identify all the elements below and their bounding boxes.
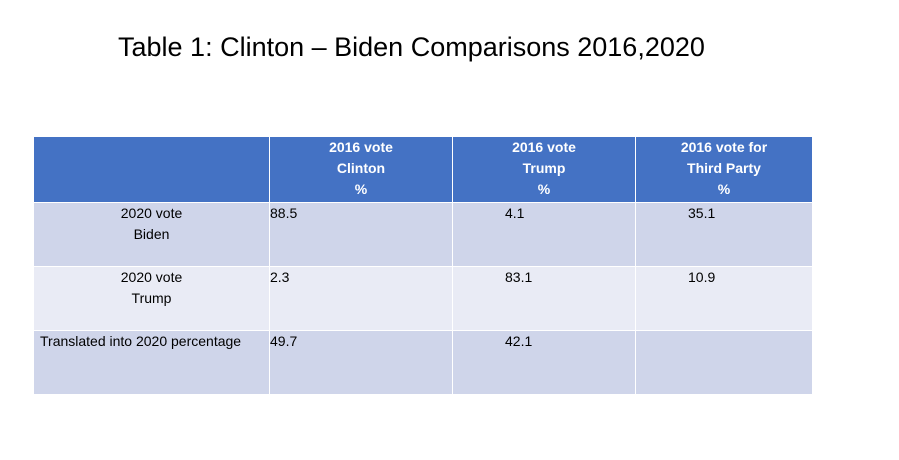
header-cell-trump: 2016 vote Trump % [452, 136, 636, 203]
table-cell: 42.1 [452, 330, 636, 395]
table-cell: 83.1 [452, 266, 636, 331]
table-cell: 4.1 [452, 202, 636, 267]
header-cell-third-party: 2016 vote for Third Party % [635, 136, 813, 203]
table-row: Translated into 2020 percentage 49.7 42.… [33, 330, 813, 395]
table-cell [635, 330, 813, 395]
table-cell: 2.3 [269, 266, 453, 331]
header-cell-clinton: 2016 vote Clinton % [269, 136, 453, 203]
row-label: 2020 vote Biden [33, 202, 270, 267]
row-label: 2020 vote Trump [33, 266, 270, 331]
table-cell: 49.7 [269, 330, 453, 395]
table-header-row: 2016 vote Clinton % 2016 vote Trump % 20… [33, 136, 813, 203]
table-cell: 10.9 [635, 266, 813, 331]
table-cell: 88.5 [269, 202, 453, 267]
table-cell: 35.1 [635, 202, 813, 267]
header-cell-empty [33, 136, 270, 203]
table-row: 2020 vote Trump 2.3 83.1 10.9 [33, 266, 813, 331]
row-label: Translated into 2020 percentage [33, 330, 270, 395]
page-title: Table 1: Clinton – Biden Comparisons 201… [118, 32, 705, 62]
comparison-table: 2016 vote Clinton % 2016 vote Trump % 20… [33, 136, 813, 395]
table-row: 2020 vote Biden 88.5 4.1 35.1 [33, 202, 813, 267]
